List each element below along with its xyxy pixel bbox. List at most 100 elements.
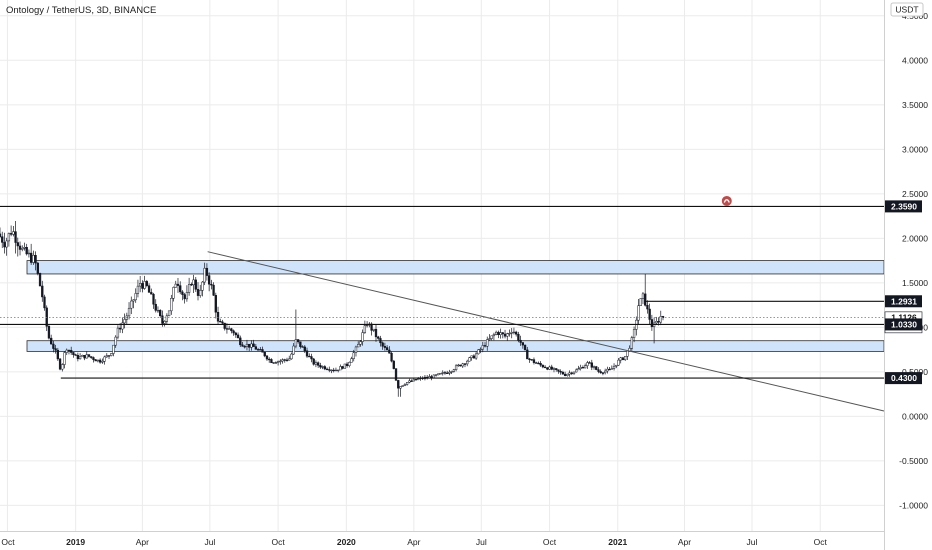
candle-body <box>499 332 502 335</box>
candle-body <box>310 356 313 360</box>
candle-body <box>508 332 511 335</box>
candle-body <box>143 281 146 289</box>
candle-body <box>112 344 115 354</box>
trendline <box>207 251 885 412</box>
candle-body <box>359 341 362 345</box>
candle-body <box>570 372 573 374</box>
candle-body <box>617 359 620 366</box>
candle-body <box>550 366 553 370</box>
currency-badge-box <box>890 2 924 17</box>
y-tick-label: 3.5000 <box>902 100 928 110</box>
candle-body <box>357 344 360 348</box>
candle-body <box>81 355 84 357</box>
level-tag-label: 0.4300 <box>891 373 917 383</box>
candle-body <box>441 372 444 374</box>
candle-body <box>196 289 200 296</box>
candle-body <box>116 327 120 338</box>
candle-body <box>341 366 344 369</box>
candle-body <box>479 348 482 351</box>
candle-body <box>497 331 500 335</box>
candle-body <box>154 303 157 311</box>
candle-body <box>528 358 531 360</box>
candle-body <box>18 245 22 250</box>
candle-body <box>632 329 636 338</box>
currency-badge[interactable]: USDT <box>890 2 924 17</box>
x-tick-label: Oct <box>814 537 828 547</box>
candle-body <box>655 321 658 324</box>
candle-body <box>401 385 404 387</box>
candle-body <box>446 372 449 374</box>
candle-body <box>659 316 662 323</box>
candle-body <box>76 354 80 360</box>
candle-body <box>619 357 622 361</box>
candle-body <box>261 349 264 353</box>
candle-body <box>83 355 86 359</box>
candle-body <box>225 328 229 330</box>
candle-body <box>72 352 75 355</box>
chart-marker[interactable] <box>721 195 732 206</box>
candle-body <box>581 367 585 369</box>
candle-body <box>566 373 569 376</box>
candle-body <box>283 359 286 361</box>
candle-body <box>118 327 122 330</box>
y-tick-label: -0.5000 <box>899 456 928 466</box>
candle-body <box>56 349 59 360</box>
candle-body <box>381 342 384 347</box>
candle-body <box>595 366 598 370</box>
candle-body <box>285 359 289 361</box>
candle-body <box>167 310 171 317</box>
candle-body <box>601 372 605 374</box>
candle-body <box>597 369 600 372</box>
candle-body <box>305 350 309 357</box>
candle-body <box>301 346 304 348</box>
candle-body <box>403 384 407 386</box>
candle-body <box>127 307 131 317</box>
flag-marker-glyph <box>723 199 730 203</box>
candle-body <box>47 326 51 339</box>
candle-body <box>36 262 39 274</box>
candle-body <box>194 279 197 290</box>
candle-body <box>176 283 180 286</box>
level-tag-box <box>885 318 922 331</box>
candle-body <box>21 247 24 250</box>
level-tag-box <box>885 372 922 385</box>
candle-body <box>552 368 556 370</box>
candle-body <box>405 382 409 385</box>
candle-body <box>474 353 478 359</box>
candle-body <box>626 350 629 357</box>
candle-body <box>303 346 306 351</box>
candle-body <box>150 292 153 295</box>
candle-body <box>32 255 35 263</box>
candle-body <box>650 319 654 327</box>
candle-body <box>221 321 224 324</box>
candle-body <box>183 294 186 300</box>
candle-body <box>270 359 273 364</box>
candle-body <box>147 285 151 293</box>
candle-body <box>185 292 189 300</box>
time-axis[interactable]: Oct 2019 Apr Jul Oct 2020 Apr Jul Oct 2021 Apr Jul O… <box>1 537 827 547</box>
candle-body <box>657 321 660 323</box>
candle-body <box>1 236 4 243</box>
candle-body <box>132 299 135 302</box>
candle-body <box>110 353 113 356</box>
candle-body <box>96 359 100 362</box>
y-tick-label: -1.0000 <box>899 500 928 510</box>
candle-body <box>494 331 498 335</box>
candle-body <box>472 355 476 359</box>
candle-body <box>397 380 400 389</box>
candle-body <box>383 346 387 348</box>
candle-body <box>517 333 520 341</box>
candle-body <box>521 342 524 346</box>
x-tick-label: 2021 <box>608 537 627 547</box>
candle-body <box>328 369 331 371</box>
candle-body <box>23 247 26 249</box>
candle-body <box>586 362 589 366</box>
candle-body <box>526 349 529 360</box>
candle-body <box>348 362 351 366</box>
y-tick-label: 2.5000 <box>902 189 928 199</box>
candle-body <box>519 339 522 343</box>
candle-body <box>590 362 593 368</box>
candle-body <box>105 355 108 358</box>
